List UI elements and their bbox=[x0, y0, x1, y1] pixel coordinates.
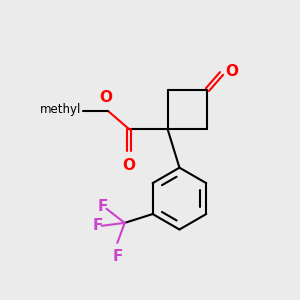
Text: F: F bbox=[92, 218, 103, 233]
Text: F: F bbox=[98, 199, 108, 214]
Text: O: O bbox=[99, 90, 112, 105]
Text: O: O bbox=[225, 64, 239, 79]
Text: F: F bbox=[112, 249, 122, 264]
Text: O: O bbox=[122, 158, 135, 173]
Text: methyl: methyl bbox=[39, 103, 81, 116]
